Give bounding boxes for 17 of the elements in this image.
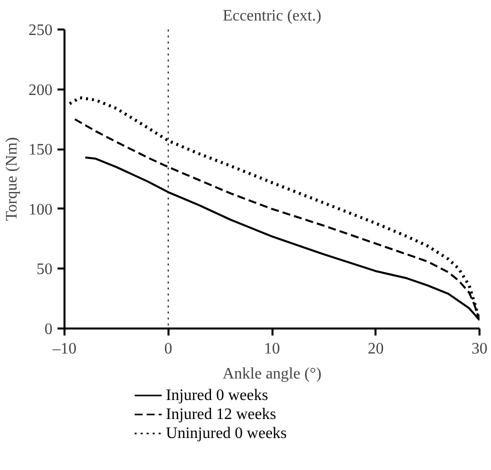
- legend-label: Uninjured 0 weeks: [166, 425, 287, 442]
- y-tick-label: 250: [28, 22, 52, 39]
- y-tick-label: 200: [28, 82, 52, 99]
- x-tick-label: 10: [264, 340, 280, 358]
- chart-title: Eccentric (ext.): [222, 8, 322, 24]
- x-tick-label: –10: [52, 340, 76, 358]
- x-tick-label: 0: [164, 340, 172, 358]
- legend-label: Injured 0 weeks: [166, 387, 268, 404]
- x-tick-label: 30: [472, 340, 488, 358]
- x-axis-title: Ankle angle (°): [222, 366, 322, 382]
- x-tick-label: 20: [368, 340, 384, 358]
- y-tick-label: 150: [28, 142, 52, 159]
- y-tick-label: 0: [44, 321, 52, 338]
- y-tick-label: 50: [36, 261, 52, 278]
- y-tick-label: 100: [28, 201, 52, 218]
- legend-label: Injured 12 weeks: [166, 406, 276, 423]
- y-axis-title: Torque (Nm): [4, 137, 20, 221]
